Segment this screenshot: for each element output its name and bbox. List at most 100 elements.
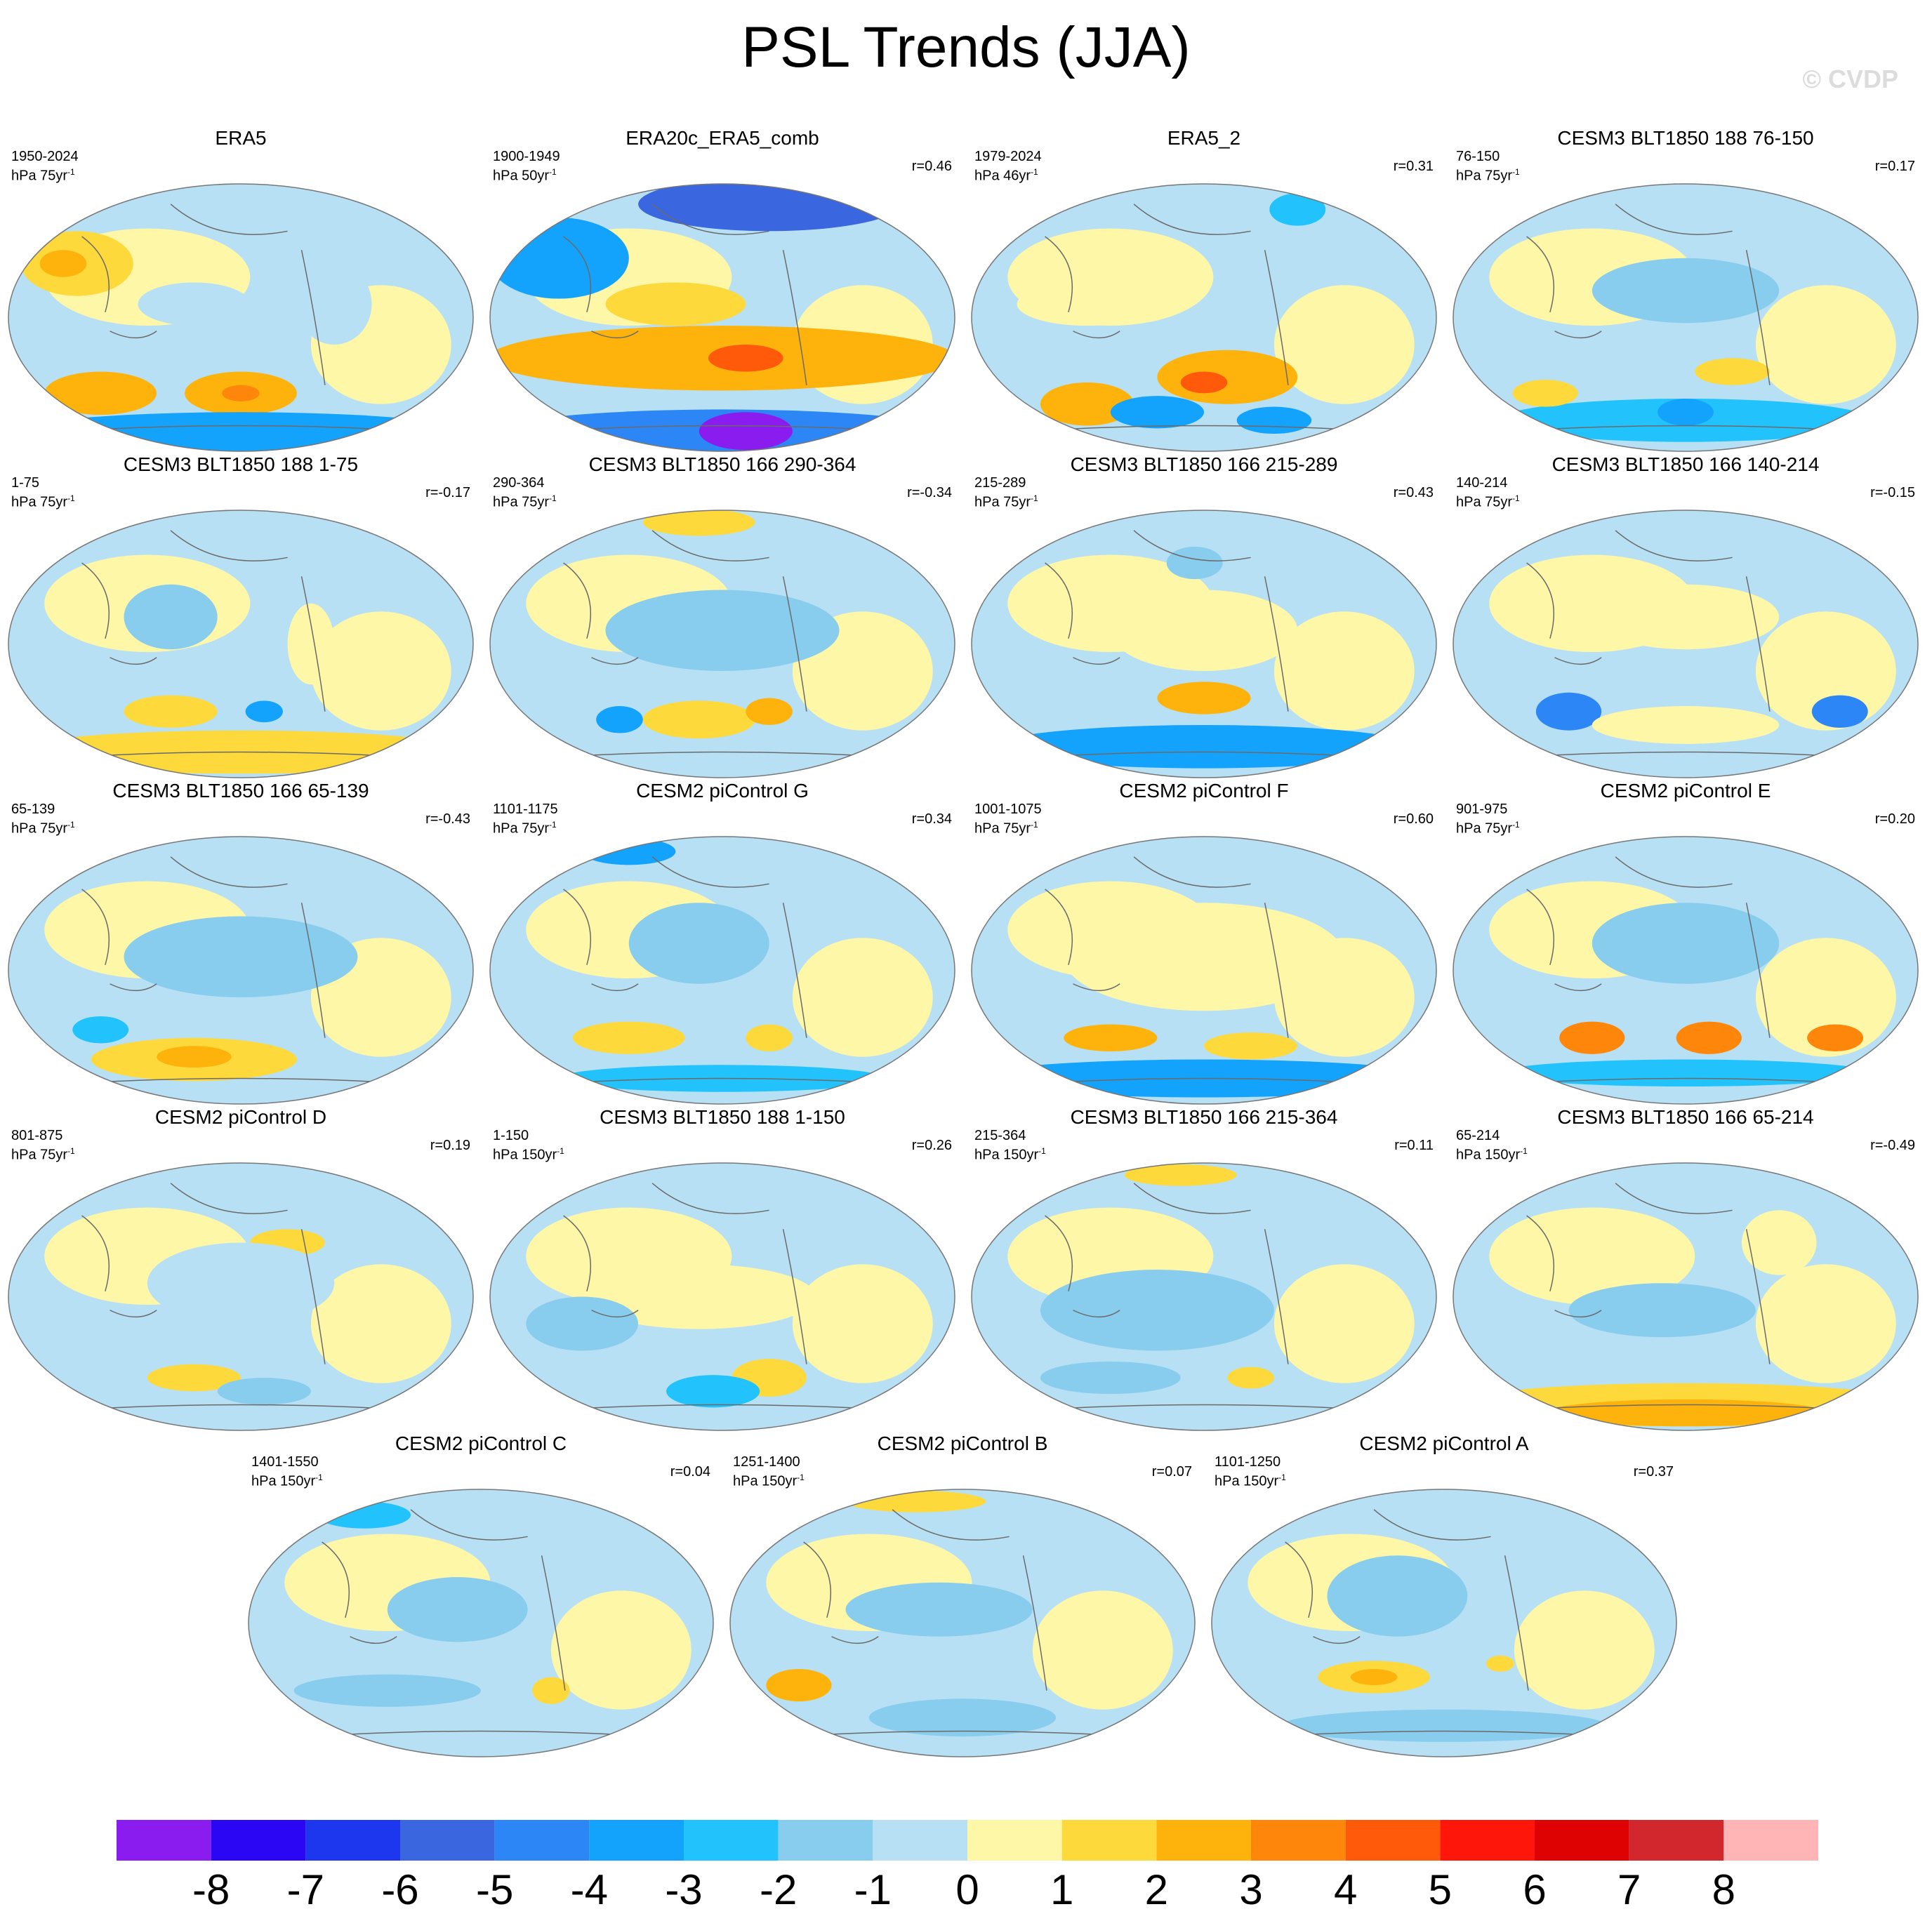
panel-units-base: hPa 75yr bbox=[974, 820, 1031, 837]
trend-region bbox=[39, 250, 87, 277]
map-plot bbox=[1453, 1162, 1919, 1431]
map-outline bbox=[971, 836, 1437, 1105]
map-panel: CESM3 BLT1850 166 290-364 290-364 hPa 75yr… bbox=[482, 453, 963, 783]
coastline bbox=[993, 1183, 1415, 1414]
colorbar-swatch bbox=[873, 1820, 967, 1861]
map-outline bbox=[489, 836, 955, 1105]
trend-region bbox=[1592, 584, 1780, 650]
panel-period: 801-875 bbox=[11, 1128, 63, 1143]
panel-units: hPa 75yr-1 bbox=[974, 491, 1038, 510]
panel-period: 1401-1550 bbox=[251, 1454, 319, 1470]
map-plot bbox=[971, 510, 1437, 778]
map-plot bbox=[489, 836, 955, 1105]
panel-correlation: r=0.60 bbox=[1393, 811, 1434, 827]
panel-title: ERA5_2 bbox=[1167, 127, 1241, 149]
trend-region bbox=[1512, 380, 1578, 407]
panel-units-base: hPa 150yr bbox=[974, 1147, 1039, 1163]
trend-region bbox=[1204, 1032, 1298, 1060]
map-panel: CESM2 piControl G 1101-1175 hPa 75yr-1 r=0.… bbox=[482, 779, 963, 1109]
panel-units: hPa 75yr-1 bbox=[1456, 817, 1520, 837]
map-panel: CESM3 BLT1850 166 215-289 215-289 hPa 75yr… bbox=[963, 453, 1445, 783]
trend-region bbox=[1755, 285, 1896, 404]
panel-period: 1-75 bbox=[11, 475, 40, 491]
coastline bbox=[752, 1509, 1173, 1740]
colorbar-tick-label: 7 bbox=[1617, 1866, 1641, 1913]
panel-units: hPa 75yr-1 bbox=[11, 164, 75, 184]
map-plot bbox=[1453, 510, 1919, 778]
panel-title: CESM2 piControl F bbox=[1119, 780, 1289, 802]
panel-units: hPa 150yr-1 bbox=[974, 1143, 1046, 1163]
colorbar-swatch bbox=[1345, 1820, 1441, 1861]
panel-correlation: r=0.11 bbox=[1394, 1138, 1434, 1153]
map-panel: CESM2 piControl B 1251-1400 hPa 150yr-1 r=0… bbox=[722, 1432, 1203, 1762]
colorbar-tick-label: -2 bbox=[759, 1866, 798, 1913]
coastline bbox=[30, 204, 451, 434]
colorbar-tick-label: -6 bbox=[381, 1866, 419, 1913]
panel-units-base: hPa 75yr bbox=[493, 494, 550, 510]
map-plot bbox=[8, 510, 474, 778]
trend-region bbox=[1545, 1399, 1826, 1427]
colorbar-tick-label: 0 bbox=[955, 1866, 979, 1913]
map-plot bbox=[489, 183, 955, 452]
panel-correlation: r=0.19 bbox=[430, 1138, 470, 1153]
trend-region bbox=[1273, 285, 1415, 404]
trend-region bbox=[1755, 938, 1896, 1057]
trend-region bbox=[1350, 1668, 1398, 1686]
panel-units: hPa 75yr-1 bbox=[11, 817, 75, 837]
colorbar-tick-label: -3 bbox=[665, 1866, 703, 1913]
panel-units: hPa 50yr-1 bbox=[493, 164, 557, 184]
colorbar-swatch bbox=[305, 1820, 400, 1861]
trend-region bbox=[532, 1677, 570, 1704]
trend-region bbox=[1280, 1709, 1608, 1742]
panel-title: CESM3 BLT1850 166 215-364 bbox=[1070, 1106, 1338, 1128]
panel-units-base: hPa 75yr bbox=[11, 820, 68, 837]
panel-period: 1900-1949 bbox=[493, 149, 560, 164]
map-panel: CESM2 piControl E 901-975 hPa 75yr-1 r=0.20 bbox=[1445, 779, 1926, 1109]
colorbar-tick-label: -7 bbox=[286, 1866, 324, 1913]
panel-units-exponent: -1 bbox=[67, 493, 75, 503]
trend-region bbox=[387, 1577, 528, 1642]
colorbar-tick-label: 1 bbox=[1050, 1866, 1074, 1913]
map-plot bbox=[729, 1489, 1196, 1757]
panel-title: ERA20c_ERA5_comb bbox=[626, 127, 819, 149]
trend-region bbox=[666, 1375, 760, 1408]
panel-correlation: r=0.31 bbox=[1393, 159, 1434, 174]
panel-units: hPa 150yr-1 bbox=[1456, 1143, 1528, 1163]
trend-region bbox=[1592, 706, 1780, 744]
map-outline bbox=[1211, 1489, 1677, 1757]
trend-region bbox=[1124, 1164, 1237, 1186]
panel-units: hPa 75yr-1 bbox=[1456, 164, 1520, 184]
panel-correlation: r=0.07 bbox=[1151, 1464, 1192, 1480]
map-panel: CESM2 piControl D 801-875 hPa 75yr-1 r=0.19 bbox=[0, 1105, 482, 1435]
page-title: PSL Trends (JJA) bbox=[741, 15, 1191, 79]
map-outline bbox=[729, 1489, 1196, 1757]
trend-region bbox=[1535, 692, 1602, 731]
panel-units: hPa 75yr-1 bbox=[11, 491, 75, 510]
trend-region bbox=[1486, 1655, 1514, 1672]
coastline bbox=[993, 204, 1415, 434]
colorbar-swatch bbox=[967, 1820, 1062, 1861]
colorbar-swatch bbox=[1723, 1820, 1818, 1861]
coastline bbox=[1475, 204, 1896, 434]
panel-period: 1101-1250 bbox=[1215, 1454, 1281, 1470]
panel-units-base: hPa 150yr bbox=[251, 1473, 316, 1489]
trend-region bbox=[1040, 1361, 1181, 1395]
panel-title: CESM2 piControl B bbox=[877, 1432, 1048, 1454]
panel-units: hPa 150yr-1 bbox=[1215, 1470, 1286, 1489]
coastline bbox=[1475, 1183, 1896, 1414]
map-outline bbox=[971, 183, 1437, 452]
map-panel: CESM2 piControl C 1401-1550 hPa 150yr-1 r=0… bbox=[240, 1432, 722, 1762]
panel-correlation: r=-0.34 bbox=[907, 485, 952, 500]
map-outline bbox=[1453, 510, 1919, 778]
map-outline bbox=[8, 836, 474, 1105]
trend-region bbox=[157, 1046, 232, 1068]
panel-units: hPa 150yr-1 bbox=[251, 1470, 323, 1489]
colorbar-tick-label: 8 bbox=[1712, 1866, 1736, 1913]
map-outline bbox=[8, 1162, 474, 1431]
trend-region bbox=[1741, 1210, 1817, 1275]
panel-title: CESM3 BLT1850 166 65-139 bbox=[112, 780, 369, 802]
panel-units: hPa 150yr-1 bbox=[733, 1470, 805, 1489]
panel-title: CESM2 piControl G bbox=[636, 780, 809, 802]
trend-region bbox=[490, 218, 629, 299]
map-plot bbox=[1453, 836, 1919, 1105]
